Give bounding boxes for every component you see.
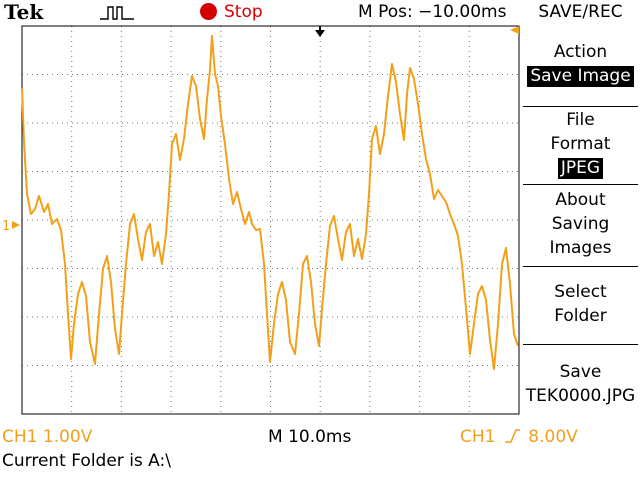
tek-logo: Tek [4,0,44,24]
trigger-level-marker [510,26,519,34]
save-rec-menu: Action Save Image File Format JPEG About… [521,24,640,410]
menu-title: SAVE/REC [538,2,623,22]
file-format-value: JPEG [557,158,604,179]
file-format-label-1: File [566,110,595,130]
trigger-level: 8.00V [528,427,578,447]
ch1-ground-marker: 1 [2,219,10,234]
about-saving-images-button[interactable]: About Saving Images [521,188,640,260]
about-label-2: Saving [551,214,610,234]
ch1-scale: CH1 1.00V [2,427,93,447]
select-folder-button[interactable]: Select Folder [521,280,640,328]
select-folder-label-1: Select [554,282,607,302]
stop-status-icon [200,3,217,20]
ch1-trace [21,35,519,370]
trigger-readout: CH1 8.00V [460,426,578,448]
trigger-position-marker [315,30,325,37]
run-status: Stop [224,2,263,22]
action-label: Action [553,42,608,62]
file-format-label-2: Format [550,134,611,154]
action-value: Save Image [527,66,634,87]
save-file-button[interactable]: Save TEK0000.JPG [521,360,640,408]
save-filename: TEK0000.JPG [525,386,636,406]
select-folder-label-2: Folder [554,306,607,326]
timebase: M 10.0ms [268,427,352,447]
save-label: Save [559,362,602,382]
about-label-1: About [555,190,606,210]
trigger-channel: CH1 [460,427,496,447]
rising-edge-icon [504,429,520,443]
waveform-display: 1 [2,25,520,415]
pulse-trigger-icon [100,6,134,20]
horizontal-position: M Pos: −10.00ms [358,2,507,22]
about-label-3: Images [549,238,612,258]
action-button[interactable]: Action Save Image [521,40,640,88]
current-folder: Current Folder is A:\ [2,451,171,471]
file-format-button[interactable]: File Format JPEG [521,108,640,180]
